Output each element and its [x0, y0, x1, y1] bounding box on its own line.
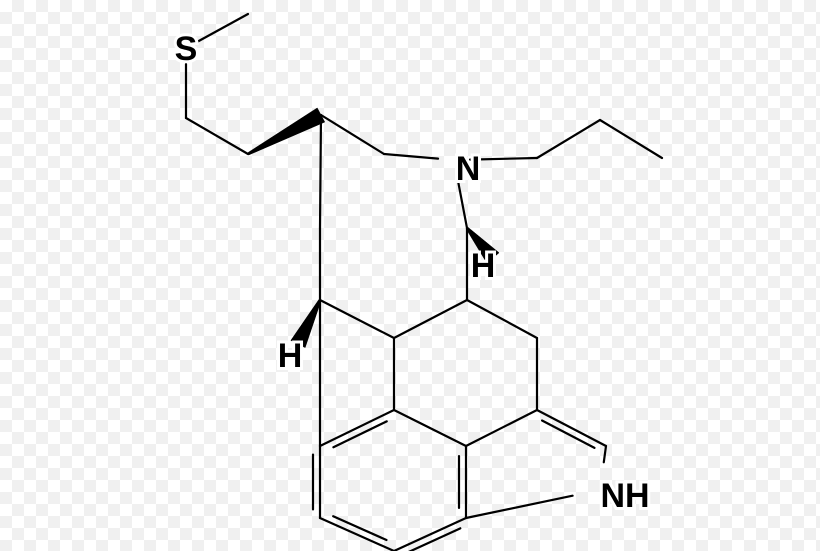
atom-label-n: N [456, 150, 481, 188]
atom-label-h: H [278, 337, 303, 375]
molecule-diagram: SSNNHHHHNHNH [0, 0, 820, 551]
bonds [186, 14, 662, 551]
atom-label-h: H [471, 247, 496, 285]
atom-labels: SSNNHHHHNHNH [175, 30, 650, 515]
atom-label-nh: NH [600, 477, 649, 515]
atom-label-s: S [175, 30, 198, 68]
